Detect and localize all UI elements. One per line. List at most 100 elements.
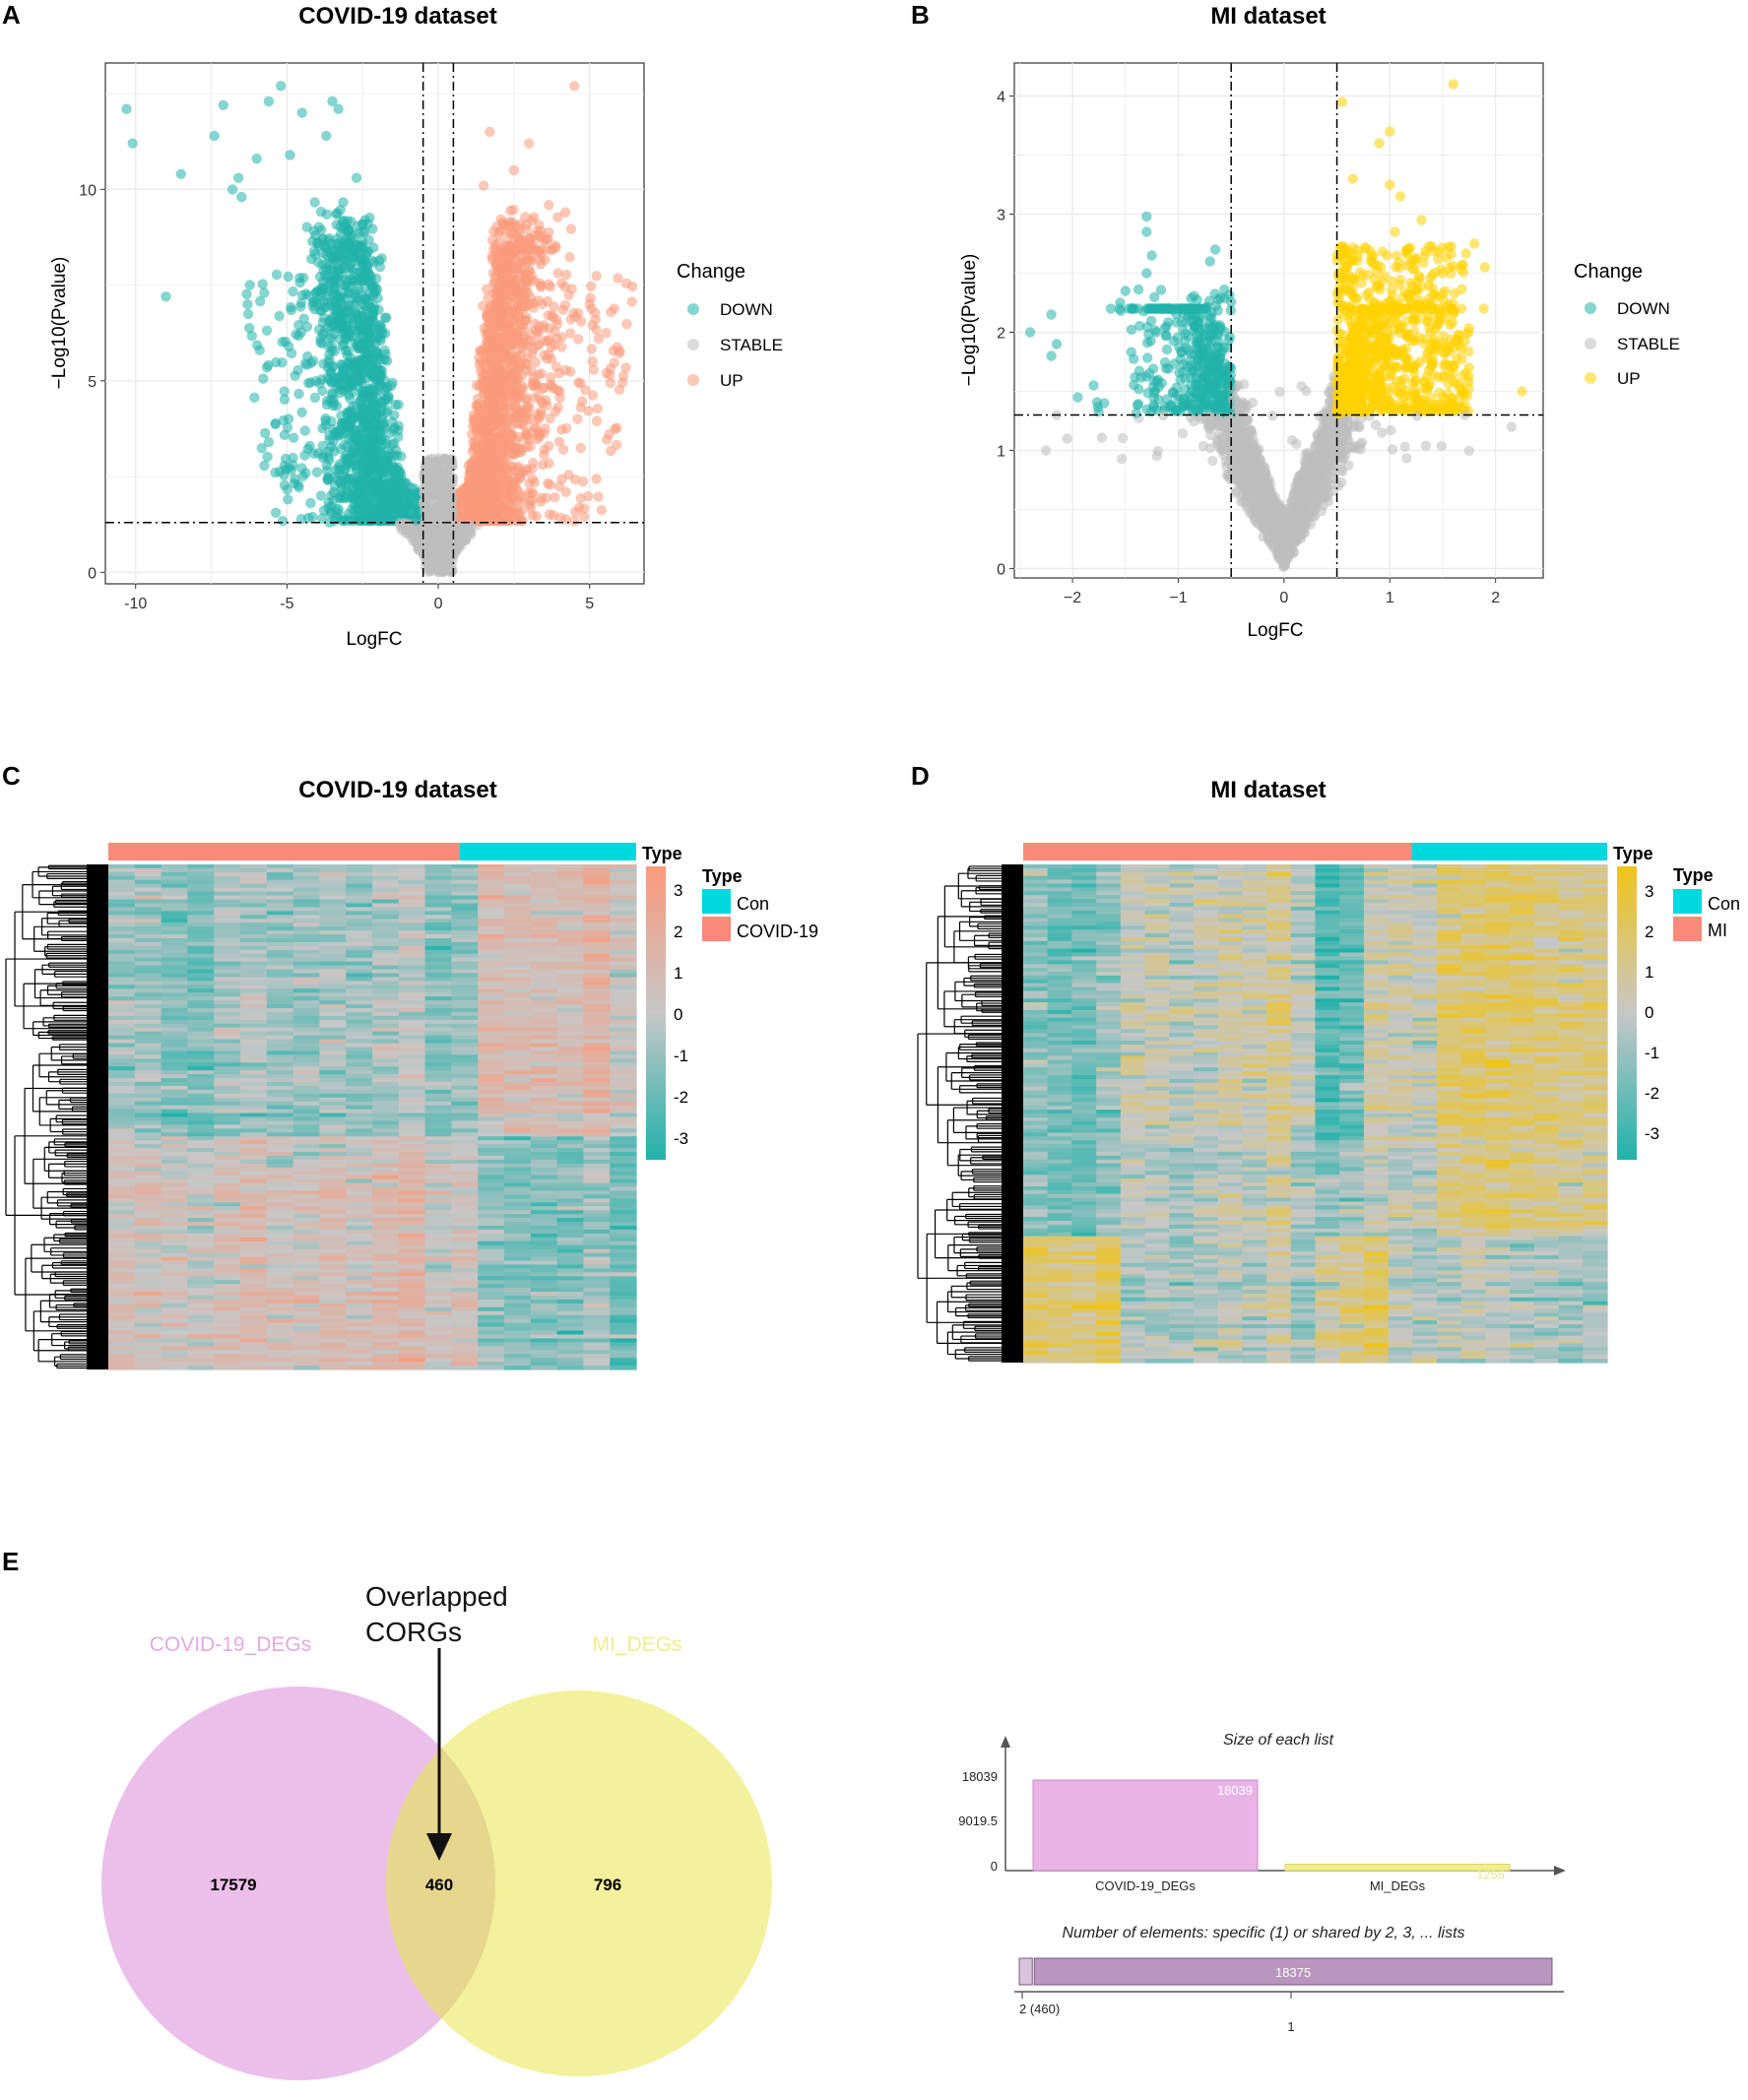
data-point	[535, 249, 547, 260]
data-point	[274, 310, 285, 322]
data-point	[463, 496, 474, 507]
data-point	[557, 304, 568, 315]
data-point	[588, 364, 600, 375]
data-point	[404, 488, 416, 499]
panel-letter-e: E	[2, 1547, 19, 1576]
data-point	[515, 318, 526, 330]
data-point	[411, 515, 421, 526]
points	[121, 81, 638, 578]
data-point	[340, 427, 351, 438]
data-point	[478, 368, 488, 379]
data-point	[601, 367, 612, 379]
data-point	[376, 369, 387, 381]
data-point	[356, 369, 367, 380]
data-point	[322, 372, 333, 383]
panel-letter-d: D	[911, 761, 930, 791]
data-point	[428, 490, 439, 501]
data-point	[348, 413, 359, 423]
data-point	[308, 246, 320, 257]
legend-key-down	[687, 303, 699, 315]
data-point	[347, 257, 357, 268]
data-point	[309, 197, 320, 208]
data-point	[280, 336, 291, 348]
data-point	[366, 403, 377, 414]
data-point	[505, 372, 516, 383]
data-point	[553, 367, 565, 379]
data-point	[490, 508, 501, 520]
data-point	[318, 302, 329, 313]
data-point	[346, 244, 356, 255]
data-point	[437, 505, 448, 516]
data-point	[524, 138, 535, 149]
data-point	[524, 298, 536, 310]
data-point	[317, 248, 328, 259]
data-point	[575, 442, 586, 454]
data-point	[536, 280, 547, 291]
data-point	[419, 483, 429, 495]
data-point	[424, 470, 436, 481]
data-point	[504, 483, 516, 494]
data-point	[533, 413, 544, 423]
data-point	[260, 427, 271, 439]
data-point	[342, 375, 353, 386]
data-point	[321, 460, 332, 471]
data-point	[394, 504, 406, 515]
data-point	[550, 314, 562, 325]
data-point	[524, 434, 536, 445]
data-point	[435, 529, 446, 540]
panel-c-title: COVID-19 dataset	[298, 777, 496, 803]
data-point	[515, 515, 527, 526]
data-point	[270, 507, 282, 518]
data-point	[500, 220, 511, 230]
data-point	[259, 287, 270, 298]
data-point	[570, 311, 581, 322]
data-point	[497, 339, 509, 350]
data-point	[283, 414, 294, 424]
data-point	[536, 396, 548, 408]
data-point	[488, 225, 499, 237]
data-point	[553, 480, 564, 492]
data-point	[531, 511, 543, 522]
data-point	[479, 323, 489, 334]
data-point	[461, 484, 472, 495]
panel-a-title: COVID-19 dataset	[298, 3, 496, 30]
data-point	[329, 284, 340, 294]
data-point	[591, 415, 603, 426]
data-point	[331, 426, 342, 438]
data-point	[379, 486, 391, 497]
data-point	[257, 279, 268, 289]
data-point	[424, 524, 435, 535]
data-point	[393, 399, 404, 411]
data-point	[332, 208, 343, 219]
data-point	[283, 271, 293, 283]
data-point	[305, 497, 316, 509]
legend-key-stable	[687, 339, 699, 350]
data-point	[296, 107, 307, 118]
data-point	[516, 444, 528, 455]
data-point	[596, 504, 608, 516]
data-point	[518, 338, 529, 349]
data-point	[510, 394, 521, 406]
data-point	[606, 306, 616, 318]
data-point	[508, 164, 520, 176]
data-point	[445, 551, 456, 563]
legend-key-up	[687, 374, 699, 386]
data-point	[381, 355, 393, 366]
data-point	[356, 498, 367, 510]
y-tick-label: 0	[88, 565, 97, 582]
x-tick-label: 5	[585, 596, 594, 612]
data-point	[569, 81, 580, 92]
legend-label-down: DOWN	[720, 300, 773, 319]
data-point	[357, 443, 368, 454]
data-point	[492, 382, 503, 394]
data-point	[242, 308, 254, 320]
data-point	[626, 281, 638, 292]
legend-label-up: UP	[720, 371, 744, 390]
data-point	[540, 423, 550, 434]
data-point	[586, 344, 598, 354]
data-point	[261, 362, 273, 373]
data-point	[434, 467, 445, 477]
data-point	[391, 445, 402, 456]
